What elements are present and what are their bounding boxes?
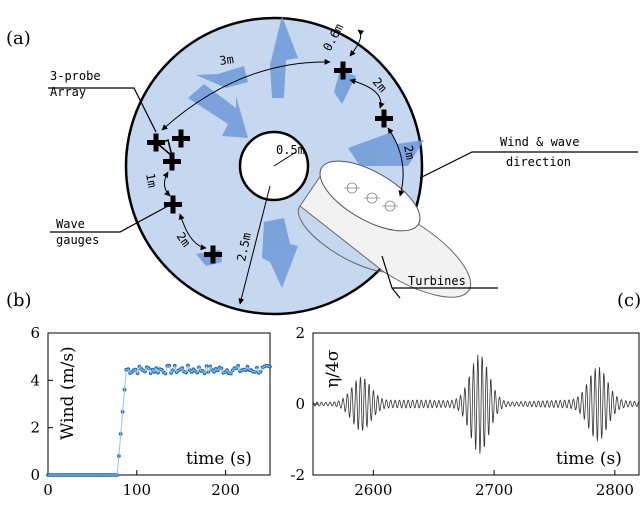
arrow-06m <box>349 29 365 57</box>
probe-marker <box>375 109 393 128</box>
panel-label-c: (c) <box>617 290 641 311</box>
label-wind-line1: Wind & wave <box>500 135 579 149</box>
label-wind-line2: direction <box>506 155 571 169</box>
distance-arrows <box>161 29 405 305</box>
arrow-3m <box>161 58 331 131</box>
wind-y-tick-label: 2 <box>30 419 40 437</box>
wind-y-tick-label: 0 <box>30 466 40 484</box>
wind-x-axis-label: time (s) <box>186 449 252 469</box>
arrow-1m <box>162 171 171 197</box>
wind-x-tick-label: 100 <box>122 481 151 499</box>
callout-array <box>48 87 157 133</box>
flow-arrow-bottom <box>262 218 298 288</box>
elevation-x-tick-label: 2600 <box>354 481 392 499</box>
turbine-housing <box>297 160 472 298</box>
elevation-x-tick-label: 2800 <box>596 481 634 499</box>
wind-x-tick-label: 200 <box>211 481 240 499</box>
arrow-2m-b <box>387 127 405 197</box>
elevation-x-axis-label: time (s) <box>556 449 622 469</box>
panel-label-a: (a) <box>6 28 31 49</box>
probe-marker <box>172 129 190 148</box>
callout-turbines <box>381 255 498 299</box>
elevation-chart: 2600 2700 2800 -2 0 2 η/4σ time (s) <box>290 324 640 499</box>
arrow-2p5m <box>238 185 271 305</box>
wind-y-tick-label: 4 <box>30 371 40 389</box>
elevation-series-line <box>312 354 640 454</box>
elevation-y-tick-label: -2 <box>290 466 305 484</box>
label-array-line2: Array <box>50 85 86 99</box>
probes <box>147 61 393 264</box>
wind-y-tick-label: 6 <box>30 324 40 342</box>
label-gauges-line1: Wave <box>56 217 85 231</box>
label-gauges-line2: gauges <box>56 233 99 247</box>
elevation-y-tick-label: 0 <box>295 395 305 413</box>
arrow-2m-a <box>349 78 385 109</box>
wind-y-axis-label: Wind (m/s) <box>58 346 78 440</box>
arrow-0p5m <box>273 151 297 167</box>
probe-marker <box>204 245 222 264</box>
probe-marker <box>164 195 182 214</box>
probe-marker <box>163 152 181 171</box>
label-1m: 1m <box>143 172 159 189</box>
label-array-line1: 3-probe <box>50 69 101 83</box>
elevation-y-tick-label: 2 <box>295 324 305 342</box>
callout-gauges <box>50 205 169 233</box>
flow-arrow-right-up <box>334 70 356 104</box>
probe-marker <box>334 61 352 80</box>
array-triangle <box>157 138 174 159</box>
label-2p5m: 2.5m <box>234 231 254 262</box>
callouts <box>48 87 638 299</box>
elevation-y-axis-label: η/4σ <box>323 349 343 388</box>
wind-series-line <box>48 363 271 476</box>
probe-marker <box>147 133 165 152</box>
tank-diagram: 3m 0.6m 2m 2m 0.5m 1m 2m 2.5m 3-probe Ar… <box>48 16 638 316</box>
label-2m-c: 2m <box>174 230 194 250</box>
panel-label-b: (b) <box>6 290 32 311</box>
label-0p5m: 0.5m <box>276 143 305 157</box>
callout-wind <box>419 151 638 179</box>
wind-chart-frame <box>47 332 271 476</box>
flow-arrow-right <box>348 132 424 166</box>
elevation-x-tick-label: 2700 <box>475 481 513 499</box>
label-turbines: Turbines <box>408 274 466 288</box>
label-3m: 3m <box>218 52 234 68</box>
label-2m-b: 2m <box>401 144 417 161</box>
wind-chart: 0 100 200 0 2 4 6 Wind (m/s) time (s) <box>30 324 272 499</box>
wind-x-tick-label: 0 <box>43 481 53 499</box>
arrow-2m-c <box>178 213 207 251</box>
